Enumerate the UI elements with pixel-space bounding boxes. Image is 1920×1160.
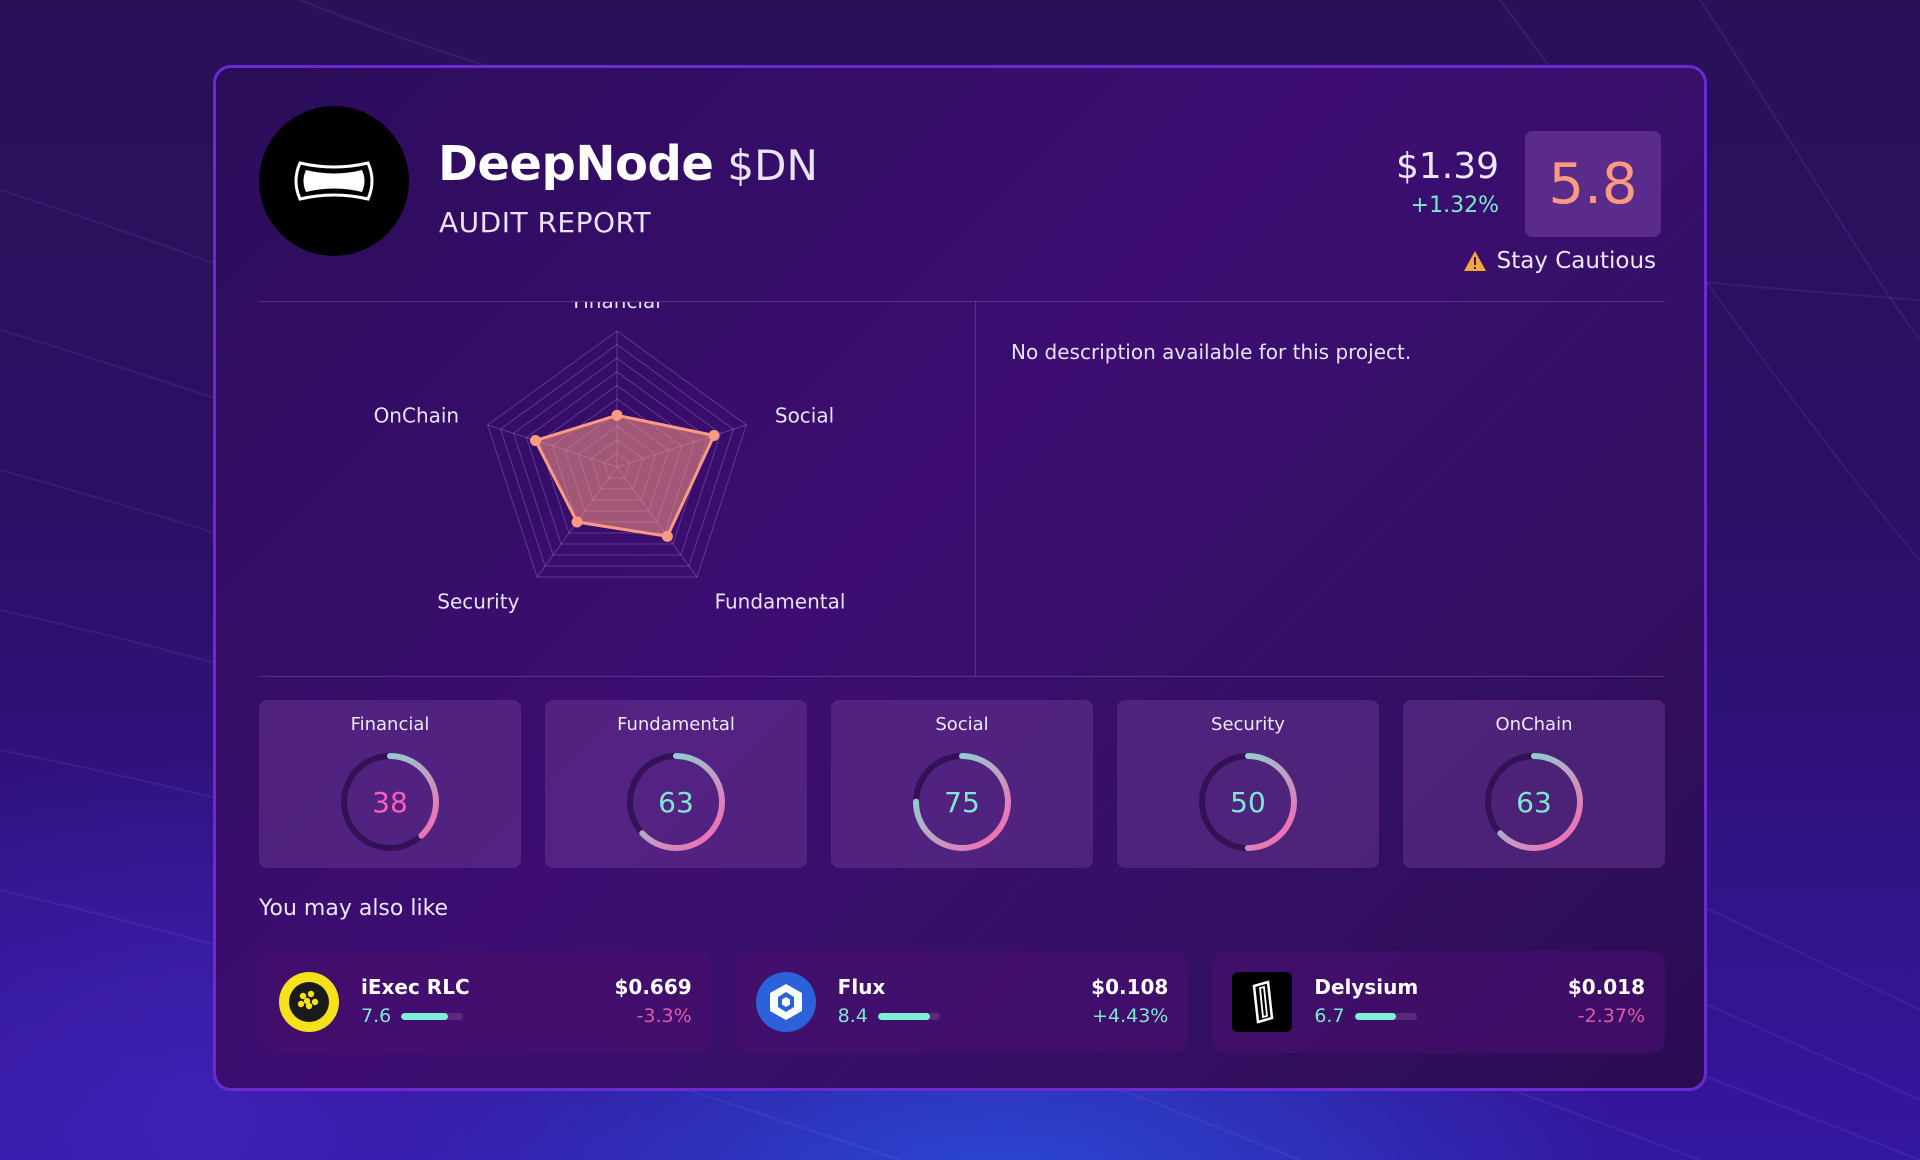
recommendation-score-row: 7.6 — [361, 1005, 464, 1027]
project-name: DeepNode — [438, 136, 714, 192]
score-ring: 75 — [913, 753, 1011, 851]
score-tile-fundamental: Fundamental 63 — [545, 700, 807, 868]
warning-icon — [1463, 251, 1486, 271]
score-ring-progress — [1199, 753, 1297, 851]
title-row: DeepNode $DN — [438, 136, 818, 192]
recommendation-price: $0.108 — [1091, 975, 1169, 999]
radar-label-onchain: OnChain — [374, 404, 460, 428]
score-bar-fill — [1354, 1012, 1397, 1020]
score-tile-financial: Financial 38 — [259, 700, 521, 868]
recommendation-score-row: 8.4 — [838, 1005, 940, 1027]
radar-grid-ring — [500, 343, 734, 567]
radar-label-social: Social — [775, 404, 834, 428]
score-ring-value: 63 — [658, 786, 694, 819]
score-tile-security: Security 50 — [1117, 700, 1379, 868]
score-ring-progress — [627, 753, 725, 851]
score-tile-label: Fundamental — [617, 714, 735, 735]
radar-grid-ring — [512, 357, 722, 556]
recommendation-name: Delysium — [1314, 975, 1419, 999]
score-ring-value: 75 — [944, 786, 980, 819]
radar-grid-ring — [525, 371, 709, 545]
radar-grid-ring — [487, 330, 747, 578]
score-bar-fill — [877, 1012, 930, 1020]
overall-score-box: 5.8 — [1525, 131, 1661, 237]
recommendation-score: 7.6 — [361, 1005, 392, 1027]
recommendation-card[interactable]: iExec RLC 7.6 $0.669 -3.3% — [259, 951, 712, 1053]
radar-series-area — [534, 413, 716, 538]
recommendations-heading: You may also like — [259, 896, 449, 921]
recommendation-change: +4.43% — [1092, 1005, 1169, 1027]
radar-label-fundamental: Fundamental — [715, 589, 846, 613]
score-tile-onchain: OnChain 63 — [1403, 700, 1665, 868]
score-ring-value: 50 — [1230, 786, 1266, 819]
iexec-logo-icon — [279, 972, 339, 1032]
score-bar — [401, 1012, 464, 1020]
caution-text: Stay Cautious — [1496, 248, 1656, 274]
recommendation-name: Flux — [837, 975, 886, 999]
score-ring: 63 — [1485, 753, 1583, 851]
delysium-logo-icon — [1232, 972, 1293, 1032]
score-ring: 50 — [1199, 753, 1297, 851]
recommendation-change: -3.3% — [636, 1005, 692, 1027]
score-ring-value: 38 — [372, 786, 408, 819]
recommendation-score: 8.4 — [837, 1005, 868, 1027]
score-tile-label: Social — [935, 714, 989, 735]
audit-card: DeepNode $DN AUDIT REPORT $1.39 +1.32% 5… — [213, 65, 1707, 1091]
radar-label-financial: Financial — [573, 302, 661, 313]
score-tiles: Financial 38 Fundamental 63 Social 75 Security… — [259, 700, 1665, 868]
recommendation-price: $0.018 — [1567, 975, 1646, 999]
price-change: +1.32% — [1410, 193, 1499, 218]
score-ring-progress — [341, 753, 439, 851]
deepnode-logo-icon — [294, 161, 374, 201]
radar-point-security — [571, 516, 583, 528]
recommendation-score: 6.7 — [1314, 1005, 1345, 1027]
divider-bottom — [259, 676, 1665, 677]
current-price: $1.39 — [1395, 146, 1499, 187]
score-tile-label: Security — [1211, 714, 1285, 735]
report-subtitle: AUDIT REPORT — [439, 206, 652, 239]
recommendation-price: $0.669 — [614, 975, 692, 999]
radar-point-onchain — [530, 435, 542, 447]
recommendation-card[interactable]: Flux 8.4 $0.108 +4.43% — [735, 951, 1189, 1053]
radar-point-fundamental — [661, 530, 673, 542]
caution-badge: Stay Cautious — [1463, 248, 1656, 274]
score-ring: 63 — [627, 753, 725, 851]
radar-point-social — [708, 429, 720, 441]
score-ring-progress — [913, 753, 1011, 851]
recommendation-name: iExec RLC — [361, 975, 470, 999]
score-tile-social: Social 75 — [831, 700, 1093, 868]
score-tile-label: OnChain — [1495, 714, 1573, 735]
recommendations-list: iExec RLC 7.6 $0.669 -3.3% Flux 8.4 $0.108 +4.4… — [259, 951, 1666, 1053]
recommendation-score-row: 6.7 — [1314, 1005, 1417, 1027]
project-description: No description available for this projec… — [1011, 340, 1412, 364]
score-ring-progress — [1485, 753, 1583, 851]
score-ring: 38 — [341, 753, 439, 851]
radar-label-security: Security — [437, 589, 519, 613]
divider-top — [259, 301, 1665, 302]
project-logo — [259, 106, 409, 256]
project-ticker: $DN — [727, 141, 818, 190]
price-block: $1.39 +1.32% — [1396, 146, 1499, 218]
score-bar — [1354, 1012, 1417, 1020]
radar-point-financial — [611, 409, 623, 421]
score-bar — [877, 1012, 940, 1020]
recommendation-card[interactable]: Delysium 6.7 $0.018 -2.37% — [1212, 951, 1666, 1053]
score-ring-value: 63 — [1516, 786, 1552, 819]
overall-score: 5.8 — [1548, 151, 1638, 217]
flux-logo-icon — [755, 972, 816, 1032]
radar-chart: Financial Social Fundamental Security OnChai… — [374, 302, 846, 613]
score-bar-fill — [401, 1012, 449, 1020]
score-tile-label: Financial — [350, 714, 430, 735]
divider-vertical — [975, 301, 976, 676]
recommendation-change: -2.37% — [1577, 1005, 1646, 1027]
